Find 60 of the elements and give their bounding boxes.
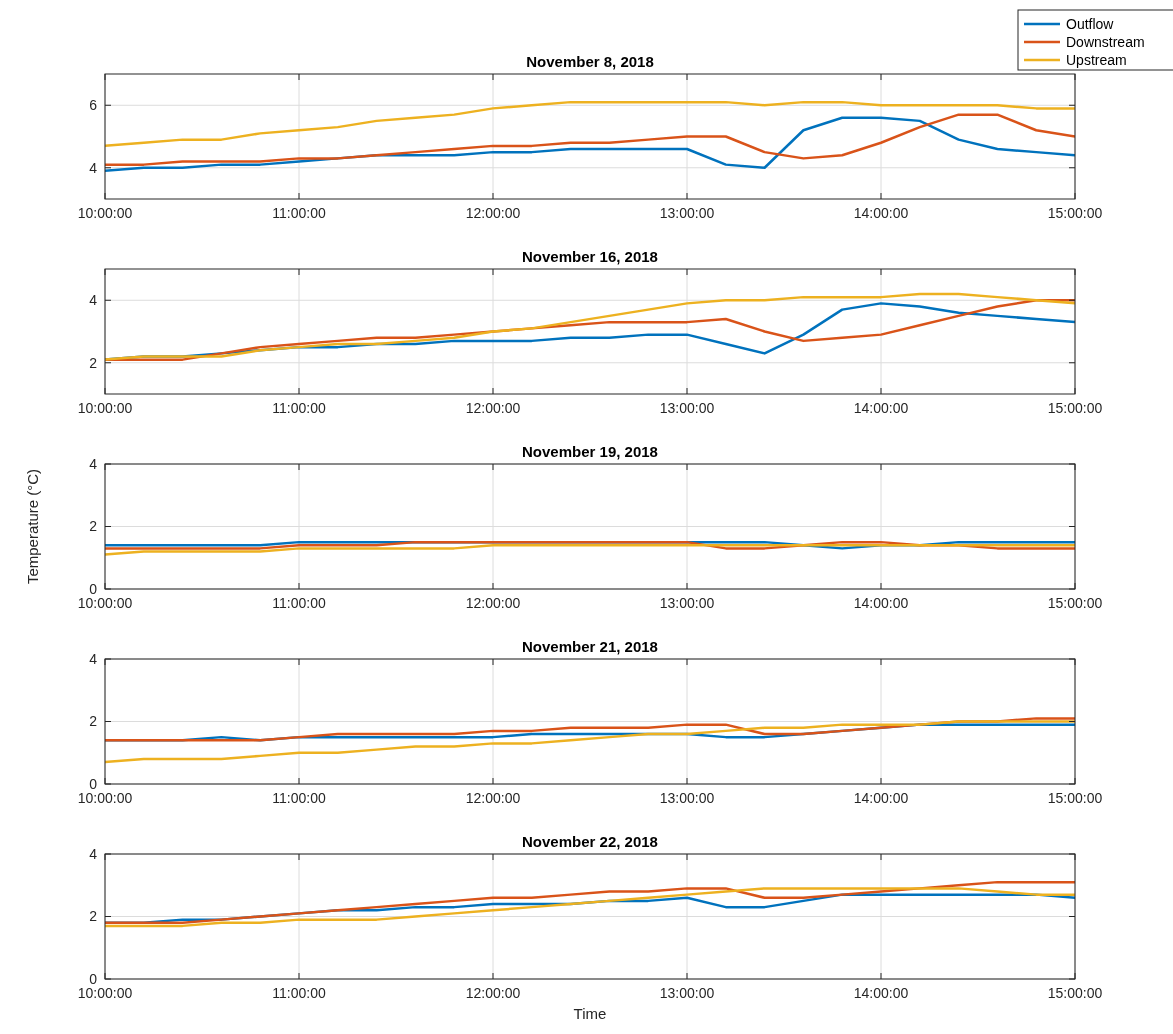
x-tick-label: 12:00:00 [465, 595, 521, 611]
line-series [105, 100, 1075, 148]
y-tick-label: 2 [89, 713, 98, 730]
legend-label: Outflow [1066, 15, 1115, 32]
chart-title: November 19, 2018 [522, 443, 658, 460]
line-series [105, 113, 1075, 166]
line-series [105, 880, 1075, 924]
x-tick-label: 15:00:00 [1047, 790, 1103, 806]
x-tick-label: 13:00:00 [659, 400, 715, 416]
y-tick-label: 2 [89, 908, 98, 925]
y-tick-label: 2 [89, 518, 98, 535]
x-tick-label: 14:00:00 [853, 595, 909, 611]
x-axis-title: Time [573, 1005, 607, 1022]
x-tick-label: 11:00:00 [272, 985, 326, 1001]
x-tick-label: 13:00:00 [659, 205, 715, 221]
chart-title: November 21, 2018 [522, 638, 658, 655]
line-series [105, 887, 1075, 928]
legend-label: Downstream [1066, 33, 1145, 50]
chart-title: November 22, 2018 [522, 833, 658, 850]
y-tick-label: 2 [89, 354, 98, 371]
x-tick-label: 11:00:00 [272, 595, 326, 611]
line-series [105, 720, 1075, 764]
line-series [105, 116, 1075, 173]
x-tick-label: 13:00:00 [659, 790, 715, 806]
x-tick-label: 13:00:00 [659, 595, 715, 611]
y-tick-label: 0 [89, 580, 98, 597]
y-tick-label: 4 [89, 455, 98, 472]
y-tick-label: 4 [89, 650, 98, 667]
x-tick-label: 10:00:00 [77, 400, 133, 416]
legend-label: Upstream [1066, 51, 1127, 68]
x-tick-label: 14:00:00 [853, 790, 909, 806]
x-tick-label: 15:00:00 [1047, 985, 1103, 1001]
x-tick-label: 12:00:00 [465, 985, 521, 1001]
y-tick-label: 0 [89, 775, 98, 792]
x-tick-label: 12:00:00 [465, 400, 521, 416]
y-tick-label: 0 [89, 970, 98, 987]
y-tick-label: 4 [89, 159, 98, 176]
x-tick-label: 15:00:00 [1047, 205, 1103, 221]
y-tick-label: 4 [89, 292, 98, 309]
x-tick-label: 10:00:00 [77, 790, 133, 806]
x-tick-label: 11:00:00 [272, 400, 326, 416]
x-tick-label: 13:00:00 [659, 985, 715, 1001]
x-tick-label: 15:00:00 [1047, 400, 1103, 416]
x-tick-label: 14:00:00 [853, 400, 909, 416]
x-tick-label: 11:00:00 [272, 205, 326, 221]
x-tick-label: 10:00:00 [77, 595, 133, 611]
chart-title: November 8, 2018 [526, 53, 654, 70]
y-tick-label: 4 [89, 845, 98, 862]
line-series [105, 544, 1075, 556]
x-tick-label: 14:00:00 [853, 985, 909, 1001]
x-tick-label: 14:00:00 [853, 205, 909, 221]
x-tick-label: 15:00:00 [1047, 595, 1103, 611]
x-tick-label: 12:00:00 [465, 790, 521, 806]
x-tick-label: 10:00:00 [77, 985, 133, 1001]
chart-title: November 16, 2018 [522, 248, 658, 265]
y-axis-title: Temperature (°C) [24, 468, 41, 585]
x-tick-label: 10:00:00 [77, 205, 133, 221]
x-tick-label: 12:00:00 [465, 205, 521, 221]
y-tick-label: 6 [89, 97, 98, 114]
x-tick-label: 11:00:00 [272, 790, 326, 806]
